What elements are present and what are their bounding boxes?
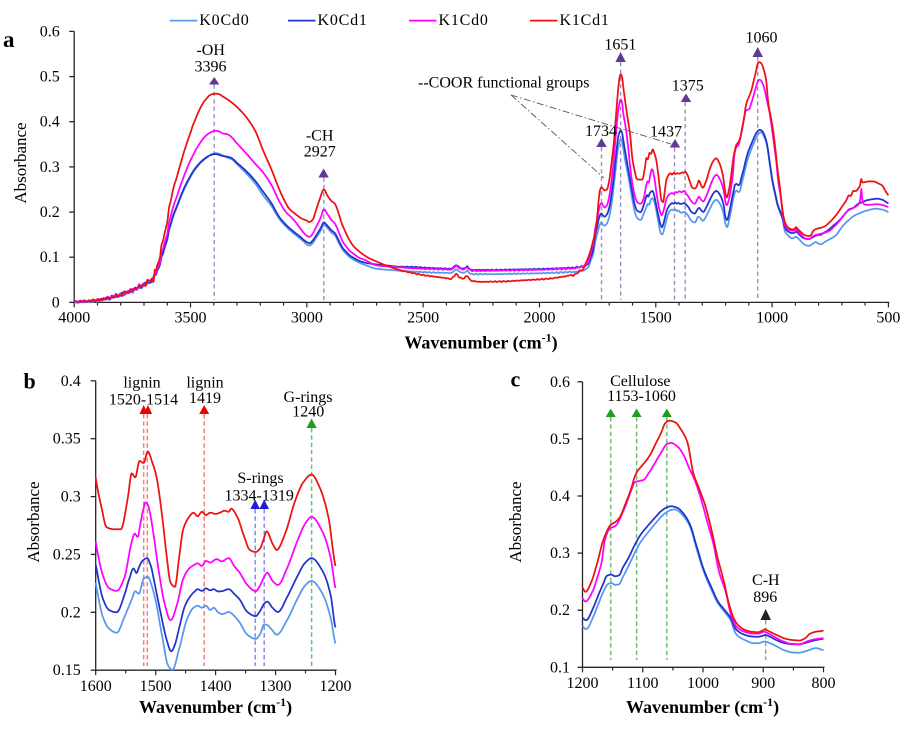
svg-text:Cellulose: Cellulose (610, 373, 670, 390)
svg-text:lignin: lignin (186, 375, 223, 392)
svg-text:--COOR functional groups: --COOR functional groups (418, 75, 590, 92)
svg-text:-OH: -OH (196, 42, 225, 59)
svg-text:lignin: lignin (123, 375, 160, 392)
svg-text:1375: 1375 (672, 78, 704, 95)
svg-text:1500: 1500 (140, 678, 172, 695)
svg-text:0.4: 0.4 (61, 373, 81, 390)
svg-text:K0Cd0: K0Cd0 (199, 12, 249, 29)
svg-text:0.2: 0.2 (550, 602, 570, 619)
svg-text:a: a (3, 27, 15, 52)
svg-text:2927: 2927 (304, 144, 336, 161)
svg-text:0.25: 0.25 (53, 546, 81, 563)
svg-text:896: 896 (753, 589, 777, 606)
svg-text:1200: 1200 (320, 678, 352, 695)
svg-text:K1Cd0: K1Cd0 (439, 12, 489, 29)
svg-text:1600: 1600 (80, 678, 112, 695)
svg-text:0.15: 0.15 (53, 662, 81, 679)
svg-text:c: c (511, 367, 521, 392)
svg-text:C-H: C-H (752, 572, 780, 589)
svg-text:S-rings: S-rings (237, 470, 283, 487)
svg-text:1300: 1300 (260, 678, 292, 695)
svg-text:1240: 1240 (292, 404, 324, 421)
svg-text:1520-1514: 1520-1514 (109, 391, 178, 408)
svg-text:0.4: 0.4 (40, 114, 60, 131)
svg-text:0.1: 0.1 (550, 659, 570, 676)
svg-text:0.2: 0.2 (61, 604, 81, 621)
svg-text:Wavenumber (cm-1): Wavenumber (cm-1) (626, 695, 779, 718)
svg-text:1200: 1200 (567, 675, 599, 692)
svg-text:1734: 1734 (585, 123, 617, 140)
svg-text:b: b (24, 369, 36, 394)
svg-text:1400: 1400 (200, 678, 232, 695)
svg-text:Absorbance: Absorbance (24, 481, 43, 562)
svg-text:0.3: 0.3 (61, 489, 81, 506)
svg-text:1334-1319: 1334-1319 (225, 487, 294, 504)
svg-text:1437: 1437 (650, 124, 682, 141)
svg-text:0.6: 0.6 (40, 23, 60, 40)
svg-text:Absorbance: Absorbance (11, 122, 30, 203)
svg-text:0.4: 0.4 (550, 488, 570, 505)
svg-text:1500: 1500 (640, 310, 672, 327)
svg-text:2500: 2500 (407, 310, 439, 327)
svg-text:3500: 3500 (175, 310, 207, 327)
svg-text:1000: 1000 (756, 310, 788, 327)
svg-text:1060: 1060 (746, 30, 778, 47)
svg-text:0.2: 0.2 (40, 204, 60, 221)
svg-text:2000: 2000 (523, 310, 555, 327)
svg-text:4000: 4000 (58, 310, 90, 327)
svg-text:1000: 1000 (687, 675, 719, 692)
svg-text:Wavenumber (cm-1): Wavenumber (cm-1) (139, 695, 292, 718)
svg-text:0.3: 0.3 (550, 545, 570, 562)
svg-text:0.5: 0.5 (550, 431, 570, 448)
svg-text:1651: 1651 (604, 37, 636, 54)
svg-text:3000: 3000 (291, 310, 323, 327)
svg-text:0.1: 0.1 (40, 249, 60, 266)
svg-text:-CH: -CH (306, 128, 334, 145)
svg-text:3396: 3396 (195, 59, 227, 76)
svg-text:1153-1060: 1153-1060 (607, 388, 676, 405)
svg-text:1419: 1419 (189, 390, 221, 407)
svg-text:Absorbance: Absorbance (506, 481, 525, 562)
svg-text:800: 800 (812, 675, 836, 692)
svg-text:Wavenumber (cm-1): Wavenumber (cm-1) (404, 331, 557, 354)
svg-text:G-rings: G-rings (284, 389, 333, 406)
svg-text:K1Cd1: K1Cd1 (560, 12, 610, 29)
svg-text:500: 500 (876, 310, 900, 327)
svg-text:K0Cd1: K0Cd1 (318, 12, 368, 29)
svg-text:0.5: 0.5 (40, 69, 60, 86)
svg-text:1100: 1100 (627, 675, 658, 692)
svg-text:0.3: 0.3 (40, 159, 60, 176)
svg-text:0.35: 0.35 (53, 431, 81, 448)
svg-text:900: 900 (751, 675, 775, 692)
svg-text:0: 0 (52, 294, 60, 311)
svg-text:0.6: 0.6 (550, 374, 570, 391)
